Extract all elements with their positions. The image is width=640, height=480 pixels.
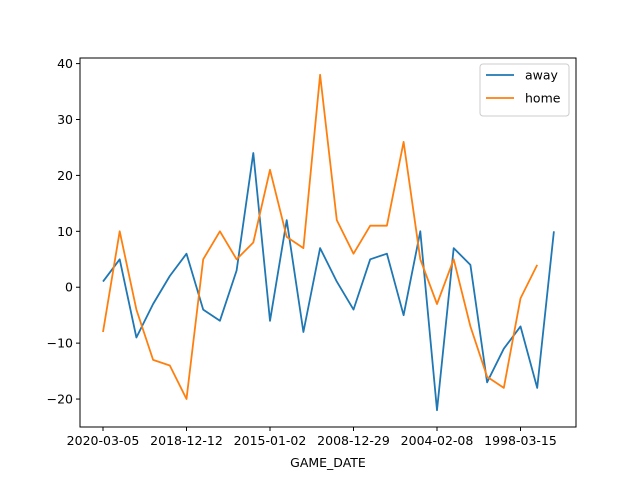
legend: away home	[479, 63, 570, 117]
x-tick-label: 2020-03-05	[67, 433, 140, 448]
y-tick-label: −20	[47, 392, 73, 407]
y-tick-label: −10	[47, 336, 73, 351]
legend-box	[479, 63, 570, 117]
x-tick-label: 2018-12-12	[150, 433, 223, 448]
x-tick-label: 1998-03-15	[484, 433, 557, 448]
x-tick-label: 2004-02-08	[401, 433, 474, 448]
plot-frame	[79, 57, 577, 428]
x-axis-label: GAME_DATE	[290, 455, 366, 470]
legend-label-away: away	[525, 68, 559, 83]
plot-lines	[102, 73, 555, 412]
y-axis: −20 −10 0 10 20 30 40	[47, 56, 80, 407]
y-tick-label: 20	[57, 168, 73, 183]
x-axis: 2020-03-05 2018-12-12 2015-01-02 2008-12-29…	[67, 427, 557, 448]
y-tick-label: 0	[65, 280, 73, 295]
y-tick-label: 40	[57, 56, 73, 71]
legend-label-home: home	[525, 91, 561, 106]
series-line-home	[102, 73, 539, 400]
y-tick-label: 30	[57, 112, 73, 127]
series-line-away	[102, 152, 555, 412]
x-tick-label: 2015-01-02	[234, 433, 307, 448]
x-tick-label: 2008-12-29	[317, 433, 390, 448]
y-tick-label: 10	[57, 224, 73, 239]
